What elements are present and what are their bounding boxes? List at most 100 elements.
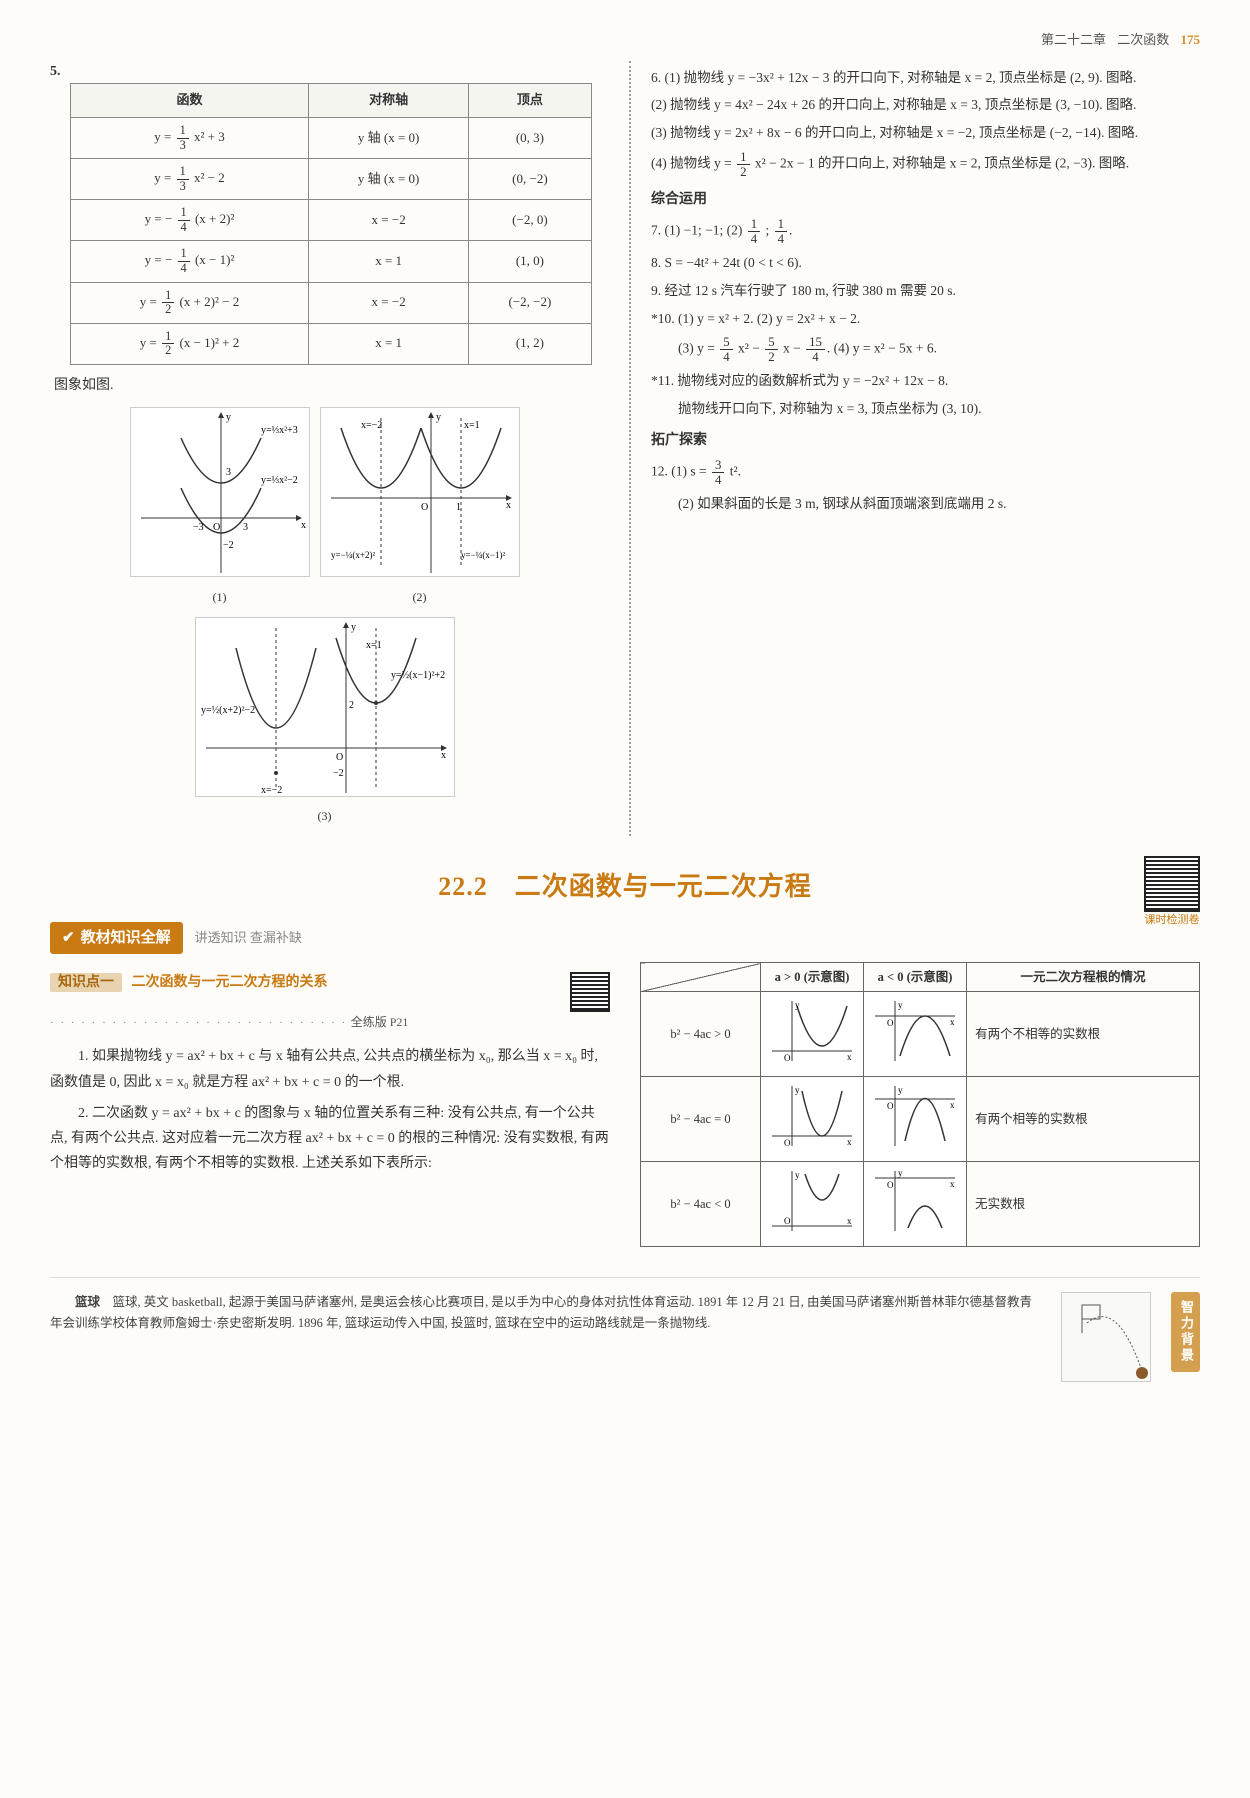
qr-icon bbox=[1144, 856, 1200, 912]
cell-func: y = 13 x² + 3 bbox=[71, 117, 309, 158]
dth-2: a < 0 (示意图) bbox=[864, 963, 967, 992]
cell-cond: b² − 4ac < 0 bbox=[641, 1162, 761, 1247]
svg-text:O: O bbox=[784, 1216, 791, 1226]
page-header: 第二十二章 二次函数 175 bbox=[50, 30, 1200, 51]
svg-text:y: y bbox=[226, 412, 231, 423]
cell-graph-pos: Oxy bbox=[761, 992, 864, 1077]
content-left: 知识点一 二次函数与一元二次方程的关系 · · · · · · · · · · … bbox=[50, 962, 610, 1182]
kp-title: 二次函数与一元二次方程的关系 bbox=[132, 975, 328, 990]
synth-heading: 综合运用 bbox=[651, 189, 1200, 211]
table-row: b² − 4ac = 0OxyOxy有两个相等的实数根 bbox=[641, 1077, 1200, 1162]
svg-text:y: y bbox=[898, 1085, 903, 1095]
graph-3-caption: (3) bbox=[195, 807, 455, 826]
svg-text:y: y bbox=[436, 412, 441, 423]
ans-12-1: 12. (1) s = 34 t². bbox=[651, 458, 1200, 487]
q5-number: 5. bbox=[50, 64, 61, 79]
th-axis: 对称轴 bbox=[308, 84, 468, 118]
header-page-number: 175 bbox=[1181, 32, 1201, 47]
header-topic: 二次函数 bbox=[1117, 32, 1169, 47]
ans-10-2: (3) y = 54 x² − 52 x − 154. (4) y = x² −… bbox=[651, 335, 1200, 364]
ans-9: 9. 经过 12 s 汽车行驶了 180 m, 行驶 380 m 需要 20 s… bbox=[651, 280, 1200, 302]
ans-6-1: 6. (1) 抛物线 y = −3x² + 12x − 3 的开口向下, 对称轴… bbox=[651, 67, 1200, 89]
svg-text:y: y bbox=[898, 1000, 903, 1010]
svg-text:3: 3 bbox=[243, 522, 248, 533]
ans-7: 7. (1) −1; −1; (2) 14 ; 14. bbox=[651, 217, 1200, 246]
kp-dots: · · · · · · · · · · · · · · · · · · · · … bbox=[50, 1017, 347, 1029]
footer-text: 篮球 篮球, 英文 basketball, 起源于美国马萨诸塞州, 是奥运会核心… bbox=[50, 1292, 1041, 1335]
svg-text:y=−¼(x−1)²: y=−¼(x−1)² bbox=[461, 550, 505, 560]
ans-8: 8. S = −4t² + 24t (0 < t < 6). bbox=[651, 252, 1200, 274]
cell-desc: 无实数根 bbox=[967, 1162, 1200, 1247]
q5-row: 5. 函数 对称轴 顶点 y = 13 x² + 3y 轴 (x = 0)(0,… bbox=[50, 61, 599, 365]
cell-desc: 有两个相等的实数根 bbox=[967, 1077, 1200, 1162]
graph-1: y=⅓x²+3 y=⅓x²−2 O 3 −2 −3 3 x y bbox=[130, 407, 310, 577]
svg-text:2: 2 bbox=[349, 700, 354, 711]
svg-text:x: x bbox=[950, 1017, 955, 1027]
svg-text:y=½(x+2)²−2: y=½(x+2)²−2 bbox=[201, 705, 255, 716]
graph-3: y=½(x+2)²−2 y=½(x−1)²+2 x=−2 x=1 O 2 −2 … bbox=[195, 617, 455, 797]
cell-vertex: (0, −2) bbox=[469, 159, 591, 200]
th-vertex: 顶点 bbox=[469, 84, 591, 118]
badge-row: ✔ 教材知识全解 讲透知识 查漏补缺 bbox=[50, 922, 1200, 954]
table-row: b² − 4ac > 0OxyOxy有两个不相等的实数根 bbox=[641, 992, 1200, 1077]
graph-1-wrap: y=⅓x²+3 y=⅓x²−2 O 3 −2 −3 3 x y (1) bbox=[130, 407, 310, 607]
badge: ✔ 教材知识全解 bbox=[50, 922, 183, 954]
graphs-note: 图象如图. bbox=[54, 375, 599, 397]
para-2: 2. 二次函数 y = ax² + bx + c 的图象与 x 轴的位置关系有三… bbox=[50, 1101, 610, 1177]
svg-text:−3: −3 bbox=[193, 522, 204, 533]
cell-graph-neg: Oxy bbox=[864, 1077, 967, 1162]
content-columns: 知识点一 二次函数与一元二次方程的关系 · · · · · · · · · · … bbox=[50, 962, 1200, 1247]
table-row: y = 12 (x + 2)² − 2x = −2(−2, −2) bbox=[71, 282, 592, 323]
ans-10-1: *10. (1) y = x² + 2. (2) y = 2x² + x − 2… bbox=[651, 308, 1200, 330]
svg-text:x: x bbox=[950, 1100, 955, 1110]
svg-text:y: y bbox=[795, 1085, 800, 1095]
kp-row: 知识点一 二次函数与一元二次方程的关系 · · · · · · · · · · … bbox=[50, 972, 610, 1034]
graph-3-wrap: y=½(x+2)²−2 y=½(x−1)²+2 x=−2 x=1 O 2 −2 … bbox=[50, 617, 599, 827]
ans-12-2: (2) 如果斜面的长是 3 m, 钢球从斜面顶端滚到底端用 2 s. bbox=[651, 493, 1200, 515]
left-column: 5. 函数 对称轴 顶点 y = 13 x² + 3y 轴 (x = 0)(0,… bbox=[50, 61, 599, 837]
svg-text:y=−¼(x+2)²: y=−¼(x+2)² bbox=[331, 550, 375, 560]
svg-text:−2: −2 bbox=[223, 540, 234, 551]
cell-func: y = 12 (x − 1)² + 2 bbox=[71, 323, 309, 364]
svg-text:x=−2: x=−2 bbox=[361, 420, 382, 431]
graph-2-caption: (2) bbox=[320, 588, 520, 607]
badge-text: 教材知识全解 bbox=[81, 926, 171, 950]
svg-text:O: O bbox=[887, 1018, 894, 1028]
cell-vertex: (−2, −2) bbox=[469, 282, 591, 323]
svg-text:y=½(x−1)²+2: y=½(x−1)²+2 bbox=[391, 670, 445, 681]
svg-text:3: 3 bbox=[226, 467, 231, 478]
svg-text:x: x bbox=[506, 500, 511, 511]
table-row: y = 13 x² − 2y 轴 (x = 0)(0, −2) bbox=[71, 159, 592, 200]
ans-6-4: (4) 抛物线 y = 12 x² − 2x − 1 的开口向上, 对称轴是 x… bbox=[651, 150, 1200, 179]
svg-text:O: O bbox=[213, 522, 220, 533]
table-row: b² − 4ac < 0OxyOxy无实数根 bbox=[641, 1162, 1200, 1247]
svg-text:1: 1 bbox=[456, 502, 461, 513]
header-chapter: 第二十二章 bbox=[1041, 32, 1106, 47]
svg-text:y: y bbox=[795, 1000, 800, 1010]
graph-1-caption: (1) bbox=[130, 588, 310, 607]
a10-m2: x − bbox=[780, 341, 805, 356]
svg-text:x: x bbox=[441, 750, 446, 761]
ans-6-2: (2) 抛物线 y = 4x² − 24x + 26 的开口向上, 对称轴是 x… bbox=[651, 94, 1200, 116]
cell-vertex: (1, 0) bbox=[469, 241, 591, 282]
svg-text:x=−2: x=−2 bbox=[261, 785, 282, 796]
svg-text:x=1: x=1 bbox=[366, 640, 382, 651]
cell-vertex: (0, 3) bbox=[469, 117, 591, 158]
section-title: 22.2 二次函数与一元二次方程 bbox=[50, 866, 1200, 908]
svg-text:x: x bbox=[847, 1137, 852, 1147]
a12-pre: 12. (1) s = bbox=[651, 464, 710, 479]
cell-vertex: (−2, 0) bbox=[469, 200, 591, 241]
table-row: y = − 14 (x − 1)²x = 1(1, 0) bbox=[71, 241, 592, 282]
check-icon: ✔ bbox=[62, 926, 75, 950]
top-columns: 5. 函数 对称轴 顶点 y = 13 x² + 3y 轴 (x = 0)(0,… bbox=[50, 61, 1200, 837]
kp-ref: 全练版 P21 bbox=[351, 1015, 409, 1029]
dth-1: a > 0 (示意图) bbox=[761, 963, 864, 992]
kp-qr-icon bbox=[570, 972, 610, 1012]
qr-block: 课时检测卷 bbox=[1144, 856, 1200, 930]
cell-graph-neg: Ox y bbox=[864, 992, 967, 1077]
a10-post: . (4) y = x² − 5x + 6. bbox=[827, 341, 937, 356]
cell-axis: x = 1 bbox=[308, 241, 468, 282]
dth-0 bbox=[641, 963, 761, 992]
th-func: 函数 bbox=[71, 84, 309, 118]
dth-3: 一元二次方程根的情况 bbox=[967, 963, 1200, 992]
